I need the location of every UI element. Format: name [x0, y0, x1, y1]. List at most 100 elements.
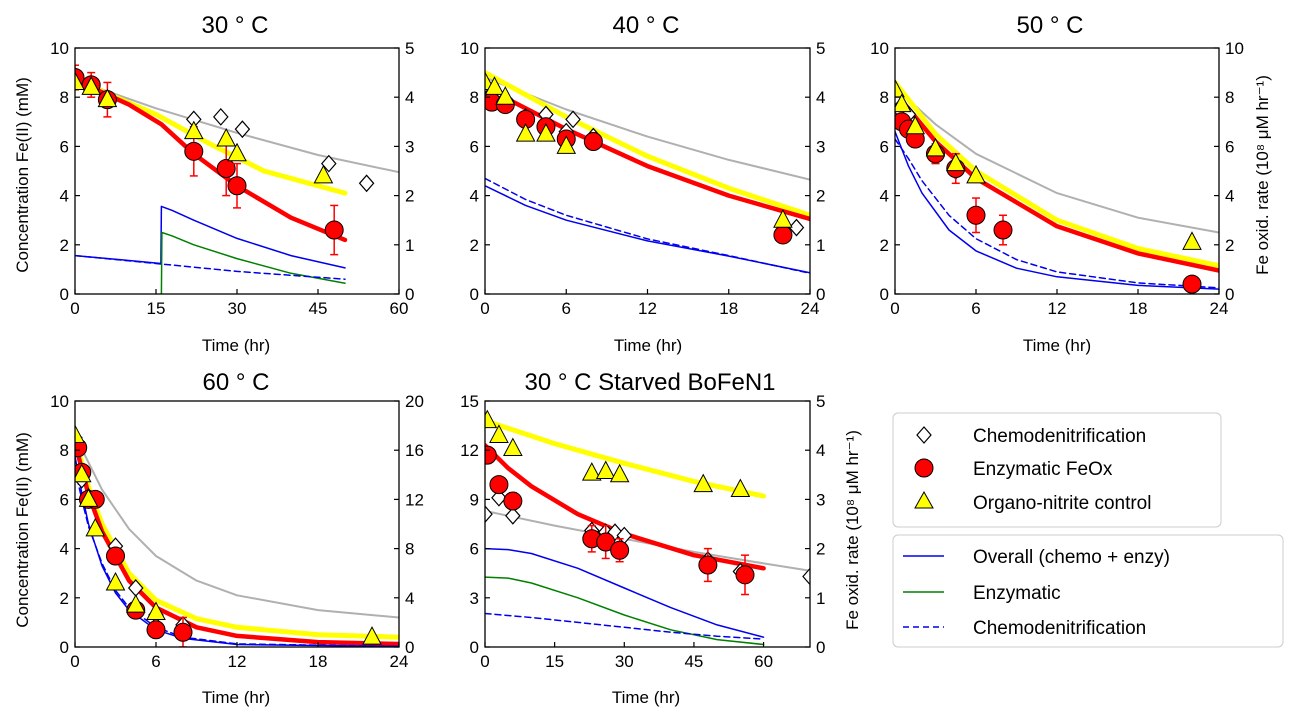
data-point-chemo — [213, 107, 229, 126]
x-tick-label: 15 — [545, 652, 564, 671]
data-point-chemo — [358, 174, 375, 193]
y-tick-label-right: 8 — [1225, 88, 1234, 107]
triangle-marker-icon — [914, 490, 934, 509]
curve-enzymatic — [160, 231, 346, 294]
data-point-enzy — [698, 555, 718, 575]
y-tick-label-left: 2 — [60, 589, 69, 608]
y-tick-label-left: 8 — [880, 88, 889, 107]
data-point-organo — [216, 127, 237, 147]
plot-content — [75, 424, 399, 647]
panel-title: 30 ° C Starved BoFeN1 — [524, 369, 775, 396]
plot-frame — [74, 400, 400, 648]
y-tick-label-left: 3 — [470, 589, 479, 608]
data-point-organo — [730, 478, 751, 498]
plot-frame — [484, 47, 811, 295]
data-point-enzy — [993, 220, 1013, 240]
y-axis-label-right: Fe oxid. rate (10⁸ μM hr⁻¹) — [843, 430, 862, 630]
data-point-organo — [895, 93, 912, 113]
data-point-organo — [925, 137, 946, 157]
y-tick-label-left: 15 — [460, 392, 479, 411]
x-tick-label: 12 — [638, 299, 657, 318]
x-tick-label: 6 — [151, 652, 160, 671]
data-point-chemo — [485, 505, 493, 524]
data-point-organo — [485, 409, 498, 429]
y-tick-label-right: 2 — [1225, 236, 1234, 255]
x-axis-label: Time (hr) — [202, 688, 270, 707]
y-axis-label-left: Concentration Fe(II) (mM) — [13, 432, 32, 628]
y-tick-label-left: 9 — [470, 490, 479, 509]
y-tick-label-left: 0 — [470, 638, 479, 657]
y-tick-label-left: 2 — [60, 236, 69, 255]
data-point-chemo — [565, 110, 581, 129]
y-tick-label-left: 6 — [60, 490, 69, 509]
data-point-organo — [495, 86, 516, 105]
y-tick-label-right: 4 — [816, 441, 825, 460]
y-tick-label-right: 4 — [405, 88, 414, 107]
x-tick-label: 60 — [390, 299, 409, 318]
x-tick-label: 6 — [562, 299, 571, 318]
data-point-enzy — [966, 205, 986, 225]
y-tick-label-left: 6 — [880, 137, 889, 156]
curve-overall — [75, 205, 346, 269]
data-point-organo — [75, 463, 92, 483]
data-point-enzy — [173, 622, 193, 642]
panel-title: 60 ° C — [203, 369, 270, 396]
panel-title: 30 ° C — [202, 12, 269, 39]
y-tick-label-left: 0 — [880, 285, 889, 304]
data-point-organo — [97, 88, 118, 108]
x-tick-label: 12 — [228, 652, 247, 671]
data-point-organo — [503, 437, 523, 457]
curve-chemodenit — [75, 254, 346, 280]
x-tick-label: 18 — [309, 652, 328, 671]
data-point-chemo — [802, 567, 810, 586]
data-point-enzy — [610, 540, 630, 560]
curve-chemo-fit — [485, 76, 810, 181]
y-tick-label-right: 0 — [816, 285, 825, 304]
data-point-enzy — [184, 141, 204, 161]
x-tick-label: 24 — [1210, 299, 1229, 318]
data-point-organo — [581, 462, 602, 481]
x-tick-label: 45 — [684, 652, 703, 671]
curve-chemodenit — [895, 138, 1219, 289]
y-tick-label-right: 0 — [405, 638, 414, 657]
data-point-organo — [945, 152, 966, 172]
y-tick-label-right: 2 — [816, 540, 825, 559]
curve-chemodenit — [485, 612, 765, 640]
y-tick-label-right: 10 — [1225, 39, 1244, 58]
plot-content — [895, 78, 1219, 294]
curve-enzymatic — [485, 576, 765, 646]
legend-lines: Overall (chemo + enzy) Enzymatic Chemode… — [892, 534, 1284, 648]
y-tick-label-right: 0 — [1225, 285, 1234, 304]
y-tick-label-left: 4 — [60, 187, 69, 206]
legend-label-chemodenit: Chemodenitrification — [973, 618, 1146, 639]
data-point-enzy — [227, 176, 247, 196]
curve-organo-fit — [895, 79, 1219, 269]
y-tick-label-right: 12 — [405, 490, 424, 509]
data-point-organo — [125, 594, 146, 613]
x-tick-label: 30 — [615, 652, 634, 671]
y-tick-label-right: 4 — [816, 88, 825, 107]
x-tick-label: 24 — [801, 299, 820, 318]
y-tick-label-left: 8 — [60, 88, 69, 107]
y-tick-label-right: 8 — [405, 540, 414, 559]
data-point-enzy — [216, 159, 236, 179]
plot-frame — [484, 400, 811, 648]
y-tick-label-right: 4 — [1225, 187, 1234, 206]
legend-label-chemo: Chemodenitrification — [973, 426, 1146, 447]
data-point-enzy — [583, 131, 603, 151]
x-tick-label: 0 — [890, 299, 899, 318]
legend-box — [892, 412, 1222, 528]
curve-organo-fit — [75, 435, 399, 640]
panel-title: 50 ° C — [1017, 12, 1084, 39]
data-point-organo — [146, 601, 166, 621]
curve-overall — [895, 130, 1219, 290]
legend-label-enzy: Enzymatic FeOx — [973, 459, 1113, 480]
data-point-chemo — [321, 154, 337, 173]
curve-chemodenit — [485, 177, 810, 275]
data-point-organo — [895, 78, 905, 98]
data-point-enzy — [773, 225, 793, 245]
data-point-organo — [85, 517, 106, 537]
data-point-enzy — [106, 546, 125, 566]
